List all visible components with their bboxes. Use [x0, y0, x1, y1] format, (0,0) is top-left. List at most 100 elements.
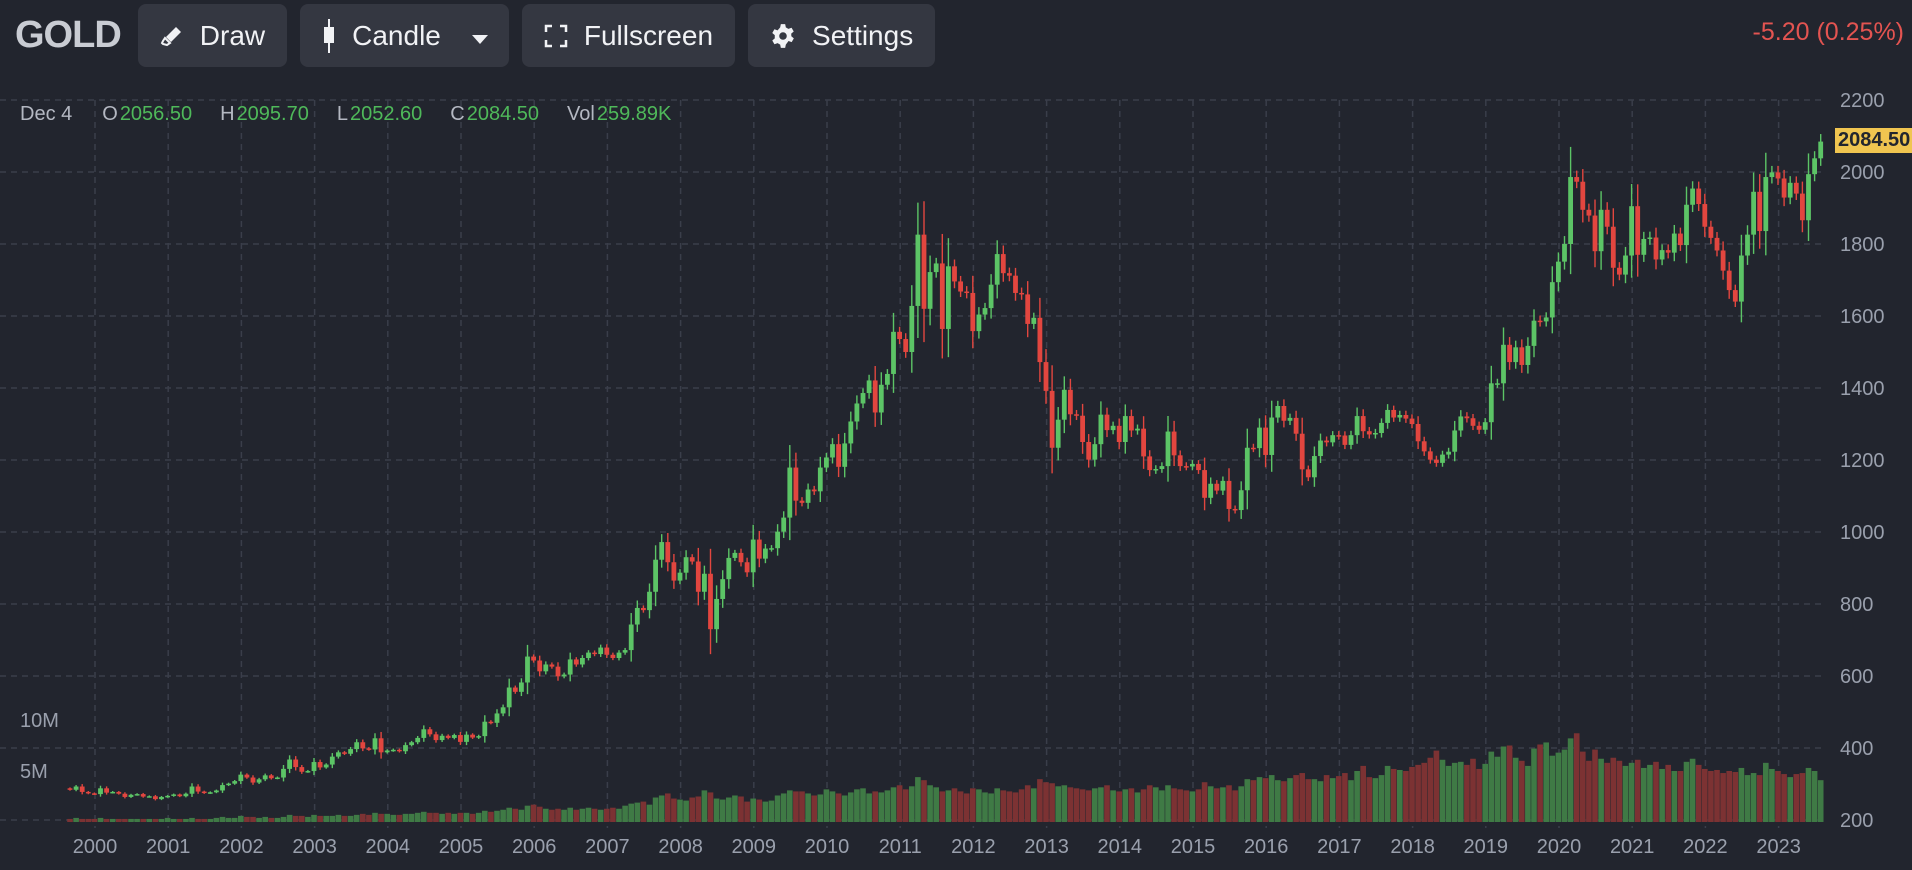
volume-bar	[1470, 758, 1476, 822]
candle-body	[543, 664, 549, 672]
volume-bar	[1708, 771, 1714, 822]
volume-bar	[1683, 761, 1690, 822]
volume-bar	[1336, 776, 1342, 822]
candle-body	[348, 749, 353, 754]
candle-body	[244, 774, 250, 778]
volume-bar	[1451, 762, 1458, 822]
candle-body	[1763, 177, 1769, 232]
candle-body	[226, 783, 231, 786]
candle-body	[1421, 441, 1427, 452]
volume-bar	[1555, 752, 1562, 822]
volume-bar	[1793, 774, 1800, 822]
candle-body	[659, 542, 665, 560]
candle-body	[384, 750, 390, 753]
volume-bar	[317, 815, 323, 822]
volume-bar	[628, 803, 634, 822]
candle-body	[970, 292, 976, 332]
volume-bar	[372, 812, 378, 822]
volume-bar	[738, 796, 744, 822]
candle-body	[994, 254, 1000, 285]
volume-bar	[817, 794, 824, 822]
volume-bar	[597, 809, 604, 822]
toolbar: GOLD Draw Candle Fullscreen Settings	[0, 4, 948, 67]
candle-body	[647, 591, 652, 611]
volume-bar	[1348, 780, 1354, 822]
candle-body	[1190, 463, 1195, 467]
candle-body	[1440, 454, 1445, 463]
volume-bar	[250, 816, 256, 822]
candle-body	[958, 281, 963, 292]
volume-bar	[567, 807, 573, 822]
candle-body	[592, 652, 597, 655]
chart-type-dropdown[interactable]: Candle	[300, 4, 509, 67]
volume-bar	[219, 816, 226, 822]
volume-bar	[1537, 744, 1543, 822]
candle-body	[1720, 250, 1726, 271]
candle-body	[1787, 182, 1793, 198]
candle-body	[1617, 267, 1622, 275]
ohlc-legend: Dec 4 O 2056.50 H 2095.70 L 2052.60 C 2084.5…	[20, 103, 671, 126]
settings-button[interactable]: Settings	[748, 4, 936, 67]
volume-bar	[713, 798, 720, 822]
volume-bar	[463, 812, 470, 822]
volume-bar	[1055, 786, 1061, 822]
candle-body	[1604, 209, 1610, 227]
volume-bar	[646, 804, 653, 822]
candle-body	[1287, 417, 1293, 421]
candle-body	[451, 735, 457, 738]
candle-body	[1379, 422, 1384, 433]
volume-bar	[1695, 764, 1702, 822]
candle-body	[756, 539, 762, 559]
candle-body	[85, 791, 91, 794]
candle-body	[525, 656, 530, 683]
fullscreen-button[interactable]: Fullscreen	[521, 4, 736, 67]
close-value: 2084.50	[466, 103, 540, 125]
volume-bar	[1531, 748, 1537, 822]
volume-bar	[884, 790, 891, 822]
candle-body	[1385, 409, 1390, 423]
candle-body	[1434, 459, 1439, 463]
volume-bar	[1482, 763, 1488, 822]
volume-bar	[469, 813, 476, 822]
candle-body	[763, 548, 768, 559]
volume-bar	[1805, 767, 1812, 822]
candle-body	[1080, 415, 1085, 442]
volume-bar	[158, 818, 165, 822]
volume-bar	[591, 808, 598, 822]
candle-body	[1812, 158, 1817, 175]
candle-body	[866, 380, 872, 394]
candle-body	[1007, 273, 1012, 276]
candle-icon	[322, 18, 336, 53]
volume-bar	[1012, 792, 1019, 822]
draw-button[interactable]: Draw	[137, 4, 288, 67]
candle-body	[726, 557, 732, 580]
candle-body	[537, 660, 543, 672]
volume-bar	[1750, 773, 1757, 822]
candle-body	[153, 796, 158, 800]
candle-body	[708, 573, 713, 630]
candle-body	[476, 736, 482, 738]
candle-body	[1013, 275, 1018, 293]
candle-body	[622, 650, 628, 653]
volume-bar	[1006, 791, 1013, 822]
candle-body	[464, 734, 469, 742]
volume-bar	[1390, 768, 1397, 822]
candle-body	[1202, 470, 1207, 498]
volume-bar	[1763, 762, 1769, 822]
candle-body	[1037, 317, 1043, 363]
last-price-tag: 2084.50	[1835, 128, 1912, 153]
candle-body	[1324, 440, 1329, 443]
volume-bar	[945, 790, 952, 822]
volume-bar	[1415, 764, 1421, 822]
volume-bar	[1726, 771, 1732, 822]
candle-body	[1354, 416, 1360, 436]
year-tick-label: 2013	[1024, 836, 1069, 858]
volume-bar	[896, 785, 903, 822]
candle-body	[1031, 317, 1037, 324]
volume-bar	[1464, 764, 1470, 822]
volume-bar	[1714, 769, 1720, 822]
volume-bar	[201, 818, 207, 822]
price-tick-label: 2000	[1840, 162, 1885, 184]
volume-bar	[1403, 771, 1409, 822]
